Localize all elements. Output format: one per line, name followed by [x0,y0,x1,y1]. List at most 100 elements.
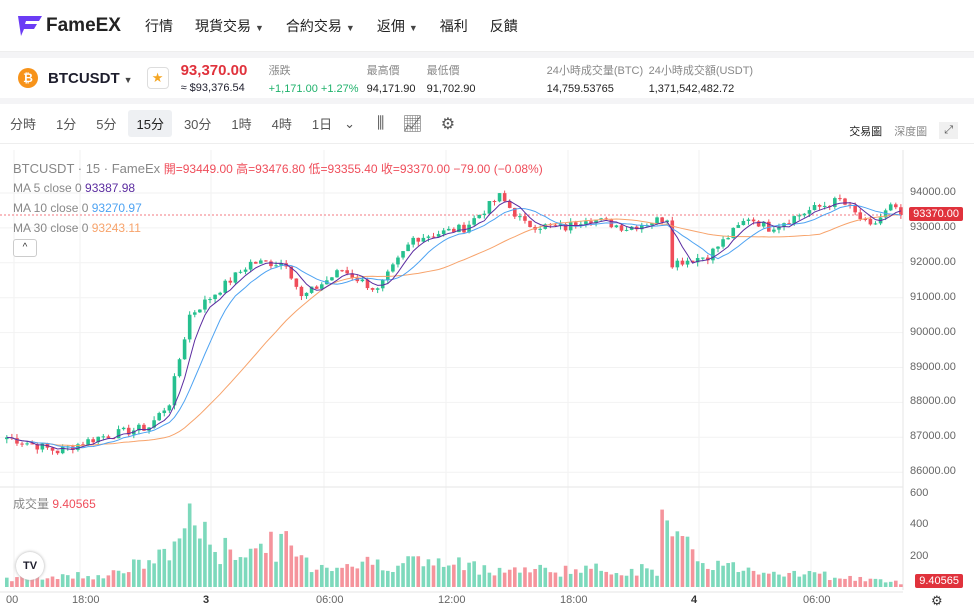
timeframe-tab[interactable]: 1分 [56,117,77,132]
collapse-legend-button[interactable]: ^ [13,239,37,257]
candle-body [248,261,253,270]
nav-rebate-label: 返佣 [376,17,405,34]
timeframe-tab[interactable]: 30分 [183,117,212,132]
stat-value: 91,702.90 [426,82,476,95]
candle-body [187,314,192,340]
indicator-icon[interactable]: 📈︎ [402,115,423,133]
volume-bar [264,552,268,587]
tab-trading-chart[interactable]: 交易圖 [849,125,883,138]
fullscreen-icon[interactable]: ⤢ [939,122,958,139]
volume-bar [294,556,299,587]
timeframe-tab[interactable]: 1日 [311,117,333,132]
candle-body [370,288,375,290]
candle-body [568,222,573,231]
volume-bar [228,549,233,587]
tradingview-logo: TV [16,552,44,580]
candle-body [807,210,812,214]
volume-bar [116,570,121,587]
candle-body [528,220,532,227]
volume-bar [726,563,730,587]
time-axis-label: 4 [691,594,698,606]
candle-body [411,237,415,245]
candle-body [345,270,349,274]
volume-bar [782,576,786,587]
candle-body [513,207,517,217]
candle-body [711,248,715,261]
timeframe-tab[interactable]: 4時 [271,117,292,132]
favorite-star-icon[interactable]: ★ [146,67,169,89]
volume-bar [792,570,796,587]
axis-settings-icon[interactable]: ⚙ [931,593,943,608]
nav-rebate[interactable]: 返佣 ▼ [377,16,418,36]
volume-bar [370,564,375,587]
volume-bar [218,564,222,587]
volume-bar [126,572,131,587]
settings-gear-icon[interactable]: ⚙ [440,115,456,133]
timeframe-tab[interactable]: 15分 [128,110,172,137]
volume-bar [518,572,522,587]
candle-body [101,436,106,438]
legend-ma10: MA 10 close 0 93270.97 [13,201,142,215]
fameex-logo-icon [18,15,42,36]
volume-bar [477,574,482,587]
nav-spot[interactable]: 現貨交易 ▼ [195,16,264,36]
chart-title: BTCUSDT · 15 · FameEx [13,161,161,176]
volume-bar [665,520,669,587]
volume-bar [822,571,827,587]
ma5-value: 93387.98 [85,181,136,195]
volume-bar [162,548,167,587]
volume-bar [700,563,705,587]
stat-value: 94,171.90 [366,82,416,95]
candle-body [690,260,695,263]
candle-body [319,284,324,289]
candle-body [50,447,55,451]
chevron-down-icon[interactable]: ⌄ [344,115,356,131]
volume-bar [650,569,654,587]
nav-benefits[interactable]: 福利 [439,17,468,34]
volume-bar [248,548,253,587]
volume-bar [721,565,725,587]
candle-body [619,225,624,231]
candle-body [589,221,593,224]
candle-body [507,201,512,208]
ma10-line [6,204,901,449]
timeframe-tab[interactable]: 1時 [231,117,252,132]
timeframe-tab[interactable]: 分時 [10,117,37,132]
candle-body [40,443,45,450]
candle-body [502,193,507,202]
volume-bar [106,575,111,587]
brand-logo[interactable]: FameEX [18,15,121,37]
volume-bar [670,536,675,587]
tab-depth-chart[interactable]: 深度圖 [894,125,928,138]
nav-market[interactable]: 行情 [144,17,173,34]
volume-bar [269,531,273,587]
price-axis-label: 94000.00 [910,186,956,198]
candle-body [573,222,578,226]
candle-body [888,204,893,211]
nav-futures[interactable]: 合約交易 ▼ [286,16,355,36]
volume-value: 9.40565 [52,497,96,511]
volume-bar [152,563,156,587]
volume-bar [360,561,365,587]
candle-body [695,258,700,263]
candle-style-icon[interactable]: ⫼ [377,114,385,132]
volume-bar [634,575,639,587]
symbol-selector[interactable]: BTCUSDT ▼ [48,70,133,87]
candle-body [15,438,19,444]
candle-body [751,219,756,222]
candle-body [731,227,736,239]
divider [0,52,974,58]
timeframe-tab[interactable]: 5分 [96,117,117,132]
candle-body [223,280,228,293]
price-chart[interactable] [0,150,974,612]
nav-feedback[interactable]: 反饋 [489,17,518,34]
volume-bar [462,570,466,587]
candle-body [497,193,502,202]
candle-body [812,205,817,211]
volume-bar [198,538,202,587]
volume-bar [10,581,14,587]
candle-body [492,201,497,203]
candle-body [421,237,426,242]
volume-bar [167,560,172,587]
candle-body [208,299,212,301]
